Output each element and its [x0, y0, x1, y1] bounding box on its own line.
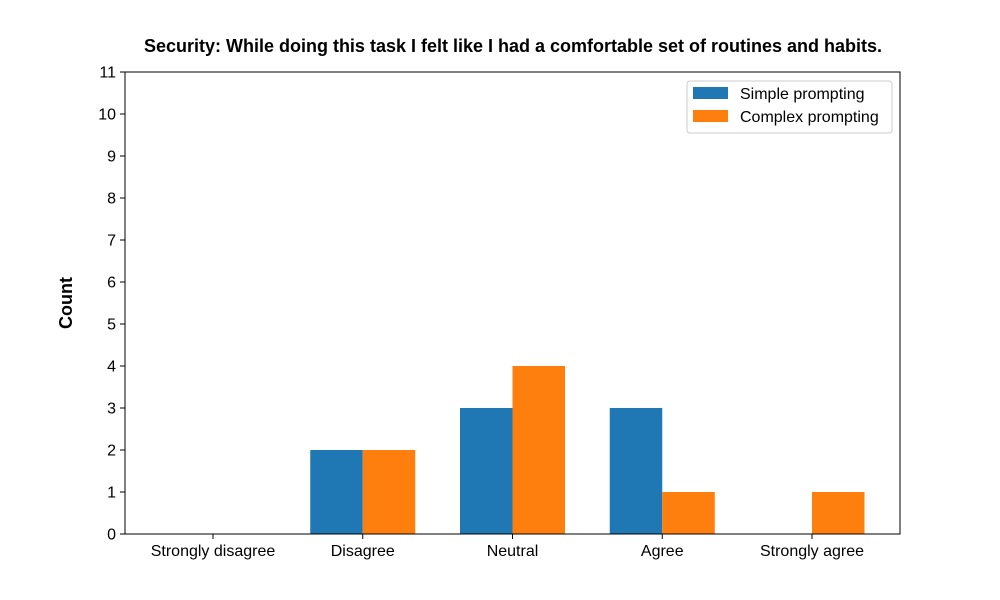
y-tick-label: 1	[107, 485, 116, 502]
bar-simple-prompting-disagree	[310, 450, 363, 534]
bar-complex-prompting-neutral	[512, 366, 565, 534]
y-tick-label: 0	[107, 527, 116, 544]
x-axis: Strongly disagree Disagree Neutral Agree Str…	[151, 534, 864, 560]
bar-simple-prompting-agree	[609, 408, 663, 534]
legend-swatch-complex	[693, 110, 728, 122]
legend-label-complex: Complex prompting	[740, 109, 879, 126]
y-tick-label: 3	[107, 401, 116, 418]
x-tick-label: Strongly agree	[760, 543, 864, 560]
y-tick-label: 9	[107, 149, 116, 166]
x-tick-label: Agree	[641, 543, 684, 560]
bar-complex-prompting-agree	[662, 492, 715, 534]
legend-swatch-simple	[693, 87, 728, 99]
legend-label-simple: Simple prompting	[740, 86, 865, 103]
legend-box	[686, 80, 893, 134]
y-tick-label: 11	[99, 65, 116, 82]
y-tick-label: 5	[107, 317, 116, 334]
y-tick-label: 4	[107, 359, 116, 376]
bar-simple-prompting-neutral	[460, 408, 513, 534]
y-tick-label: 8	[107, 191, 116, 208]
y-tick-label: 7	[107, 233, 116, 250]
y-axis: 0 1 2 3 4 5 6 7 8 9 10 11	[98, 65, 125, 544]
y-tick-label: 10	[98, 107, 116, 124]
x-tick-label: Strongly disagree	[151, 543, 276, 560]
chart-title: Security: While doing this task I felt l…	[144, 36, 882, 56]
y-tick-label: 2	[107, 443, 116, 460]
bars-layer	[310, 366, 865, 534]
x-tick-label: Neutral	[487, 543, 539, 560]
y-axis-title: Count	[56, 277, 76, 329]
bar-complex-prompting-strongly-agree	[812, 492, 865, 534]
legend: Simple prompting Complex prompting	[686, 80, 893, 134]
bar-complex-prompting-disagree	[362, 450, 416, 534]
x-tick-label: Disagree	[331, 543, 395, 560]
y-tick-label: 6	[107, 275, 116, 292]
